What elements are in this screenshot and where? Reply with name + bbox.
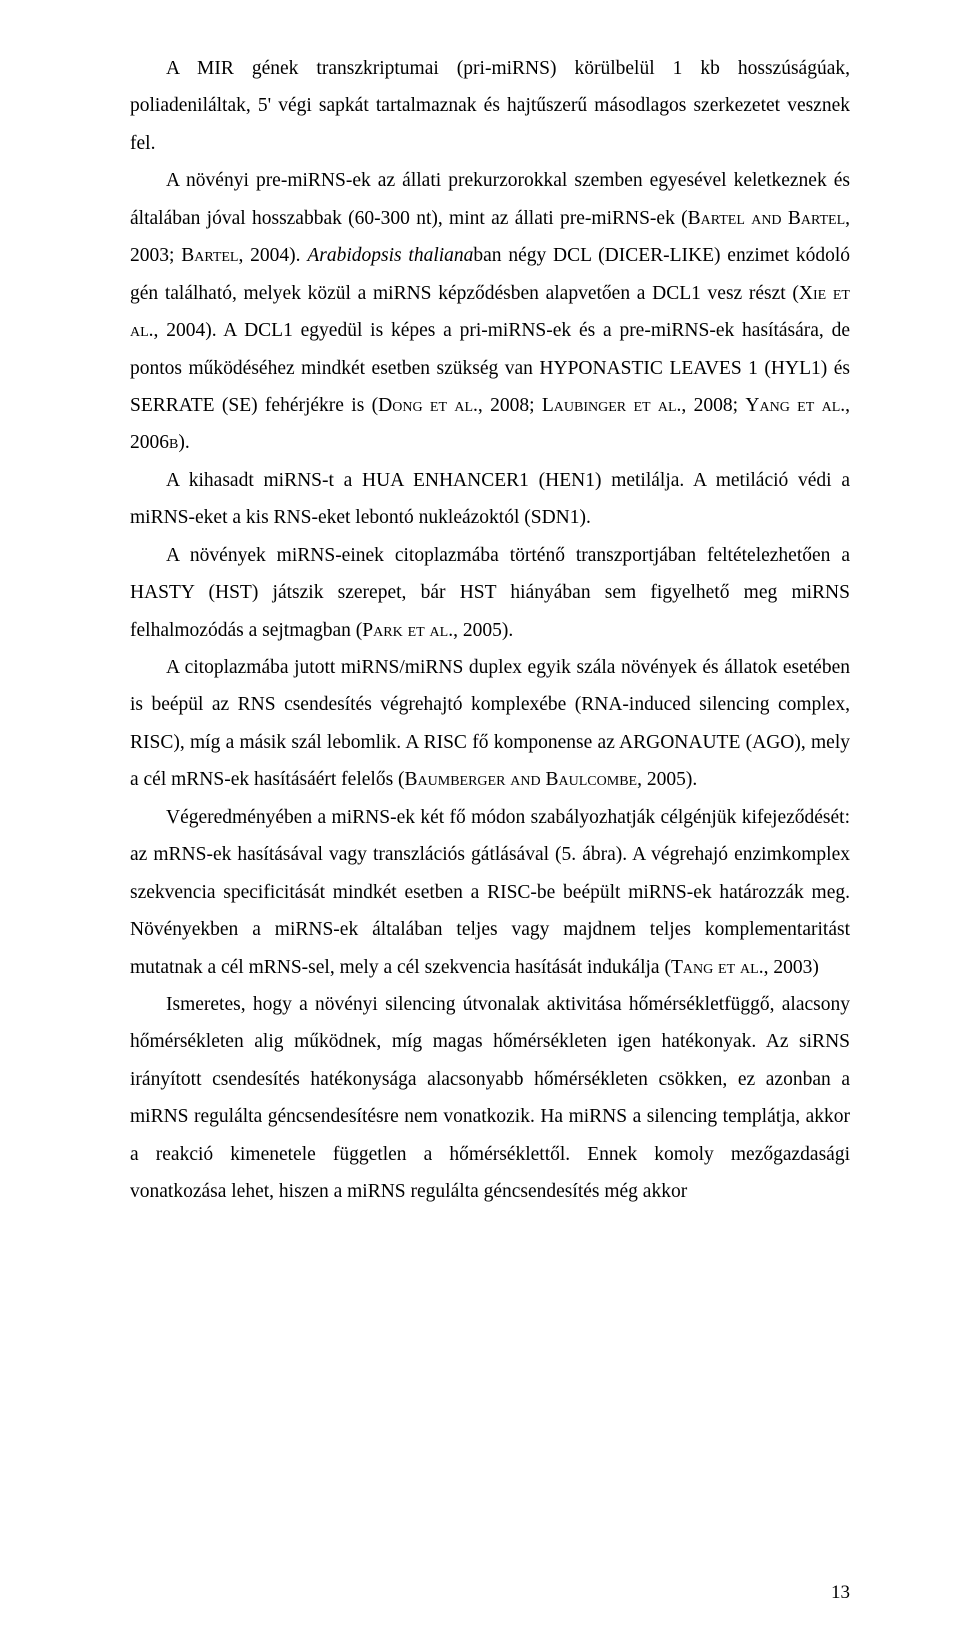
- paragraph: A citoplazmába jutott miRNS/miRNS duplex…: [130, 649, 850, 799]
- text-segment: A kihasadt miRNS-t a HUA ENHANCER1 (HEN1…: [130, 470, 850, 528]
- text-segment: Arabidopsis thaliana: [307, 245, 473, 266]
- text-segment: , 2004).: [239, 245, 308, 266]
- paragraph: Ismeretes, hogy a növényi silencing útvo…: [130, 986, 850, 1211]
- text-segment: , 2008;: [681, 395, 745, 416]
- text-segment: Park et al.: [362, 620, 453, 641]
- text-segment: , 2005).: [453, 620, 513, 641]
- text-segment: Végeredményében a miRNS-ek két fő módon …: [130, 807, 850, 978]
- text-segment: ).: [178, 432, 189, 453]
- text-segment: Yang et al.: [745, 395, 845, 416]
- text-segment: , 2005).: [637, 769, 697, 790]
- text-segment: b: [169, 432, 178, 453]
- text-segment: Dong et al.: [378, 395, 478, 416]
- body-text: A MIR gének transzkriptumai (pri-miRNS) …: [130, 50, 850, 1211]
- text-segment: , 2003): [764, 957, 819, 978]
- paragraph: A növények miRNS-einek citoplazmába tört…: [130, 537, 850, 649]
- paragraph: A növényi pre-miRNS-ek az állati prekurz…: [130, 162, 850, 462]
- text-segment: , 2008;: [478, 395, 542, 416]
- paragraph: Végeredményében a miRNS-ek két fő módon …: [130, 799, 850, 986]
- document-page: A MIR gének transzkriptumai (pri-miRNS) …: [0, 0, 960, 1640]
- text-segment: Laubinger et al.: [542, 395, 682, 416]
- text-segment: Bartel: [181, 245, 238, 266]
- text-segment: A MIR gének transzkriptumai (pri-miRNS) …: [130, 58, 850, 154]
- text-segment: Baumberger and Baulcombe: [405, 769, 638, 790]
- page-number: 13: [831, 1582, 850, 1604]
- text-segment: Ismeretes, hogy a növényi silencing útvo…: [130, 994, 850, 1202]
- paragraph: A kihasadt miRNS-t a HUA ENHANCER1 (HEN1…: [130, 462, 850, 537]
- paragraph: A MIR gének transzkriptumai (pri-miRNS) …: [130, 50, 850, 162]
- text-segment: Bartel and Bartel: [688, 208, 845, 229]
- text-segment: Tang et al.: [671, 957, 764, 978]
